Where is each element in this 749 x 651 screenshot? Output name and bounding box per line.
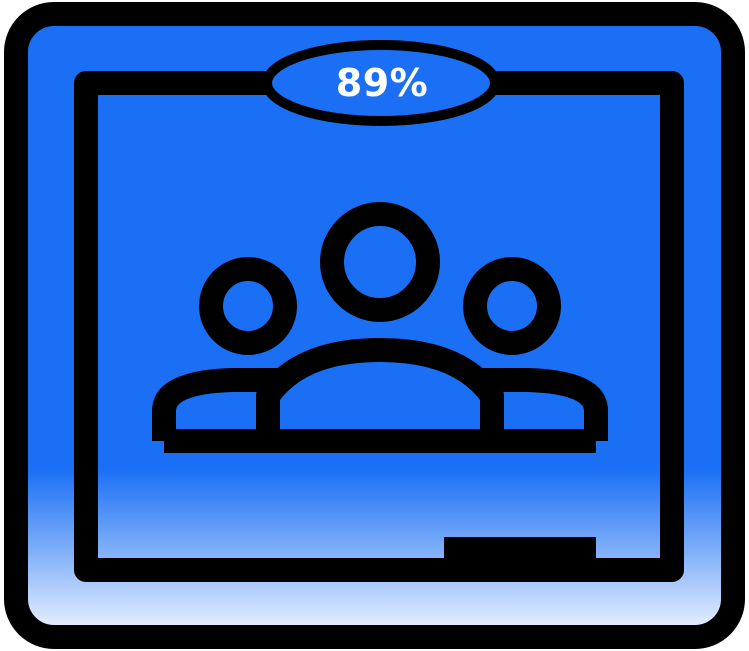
person-body-left — [152, 368, 278, 441]
icon-background — [4, 2, 745, 649]
board-ledge — [444, 537, 596, 570]
progress-badge — [262, 40, 500, 126]
person-body-right — [482, 368, 608, 441]
person-head-left — [199, 257, 297, 355]
people-group-icon — [152, 202, 608, 453]
person-body-center — [256, 338, 504, 441]
person-head-center — [320, 202, 440, 322]
progress-badge-label: 89% — [335, 61, 429, 105]
person-head-right — [463, 257, 561, 355]
